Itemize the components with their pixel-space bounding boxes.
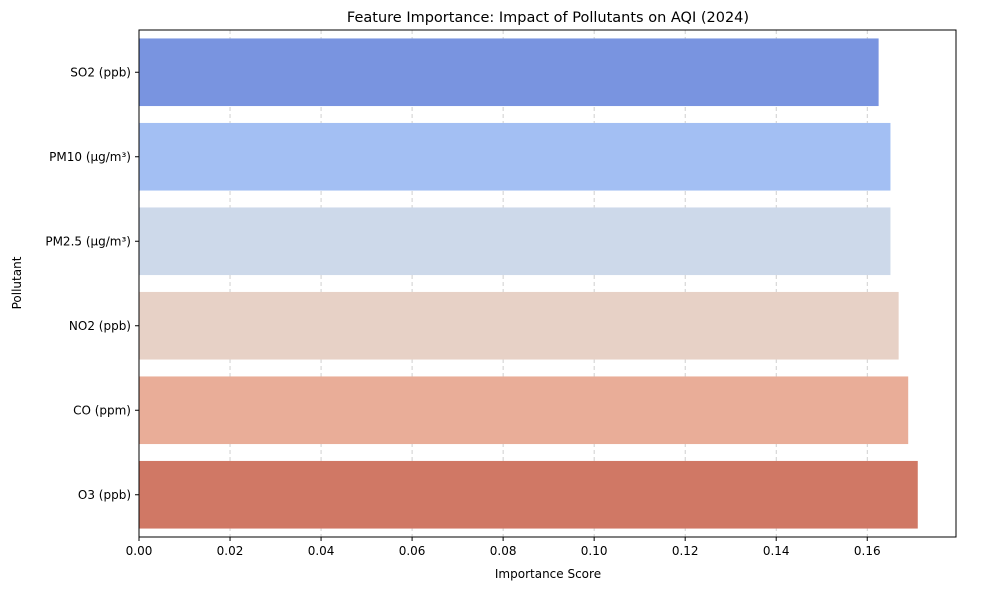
x-tick-label: 0.00	[126, 544, 153, 558]
x-tick-label: 0.06	[399, 544, 426, 558]
bars	[139, 38, 918, 529]
axes	[138, 29, 957, 538]
x-tick-label: 0.02	[217, 544, 244, 558]
y-tick-label: NO2 (ppb)	[69, 319, 131, 333]
axes-frame	[138, 29, 957, 538]
x-ticks: 0.00 0.02 0.04 0.06 0.08 0.10 0.12 0.14 0.16	[126, 537, 881, 558]
x-tick-label: 0.04	[308, 544, 335, 558]
y-axis-label: Pollutant	[10, 256, 24, 309]
bar	[139, 376, 909, 445]
y-tick-label: O3 (ppb)	[78, 488, 131, 502]
x-axis-label: Importance Score	[495, 567, 601, 581]
bar	[139, 207, 891, 276]
x-tick-label: 0.14	[763, 544, 790, 558]
bar	[139, 460, 918, 529]
x-tick-label: 0.08	[490, 544, 517, 558]
x-tick-label: 0.16	[854, 544, 881, 558]
y-tick-label: PM2.5 (µg/m³)	[45, 234, 131, 248]
x-tick-label: 0.10	[581, 544, 608, 558]
bar	[139, 38, 879, 107]
bar	[139, 291, 899, 360]
chart-title: Feature Importance: Impact of Pollutants…	[347, 10, 749, 26]
x-tick-label: 0.12	[672, 544, 699, 558]
y-tick-label: SO2 (ppb)	[70, 65, 131, 79]
y-ticks: SO2 (ppb) PM10 (µg/m³) PM2.5 (µg/m³) NO2 (p…	[45, 65, 139, 502]
y-tick-label: CO (ppm)	[73, 403, 131, 417]
bar	[139, 122, 891, 191]
y-tick-label: PM10 (µg/m³)	[49, 150, 131, 164]
